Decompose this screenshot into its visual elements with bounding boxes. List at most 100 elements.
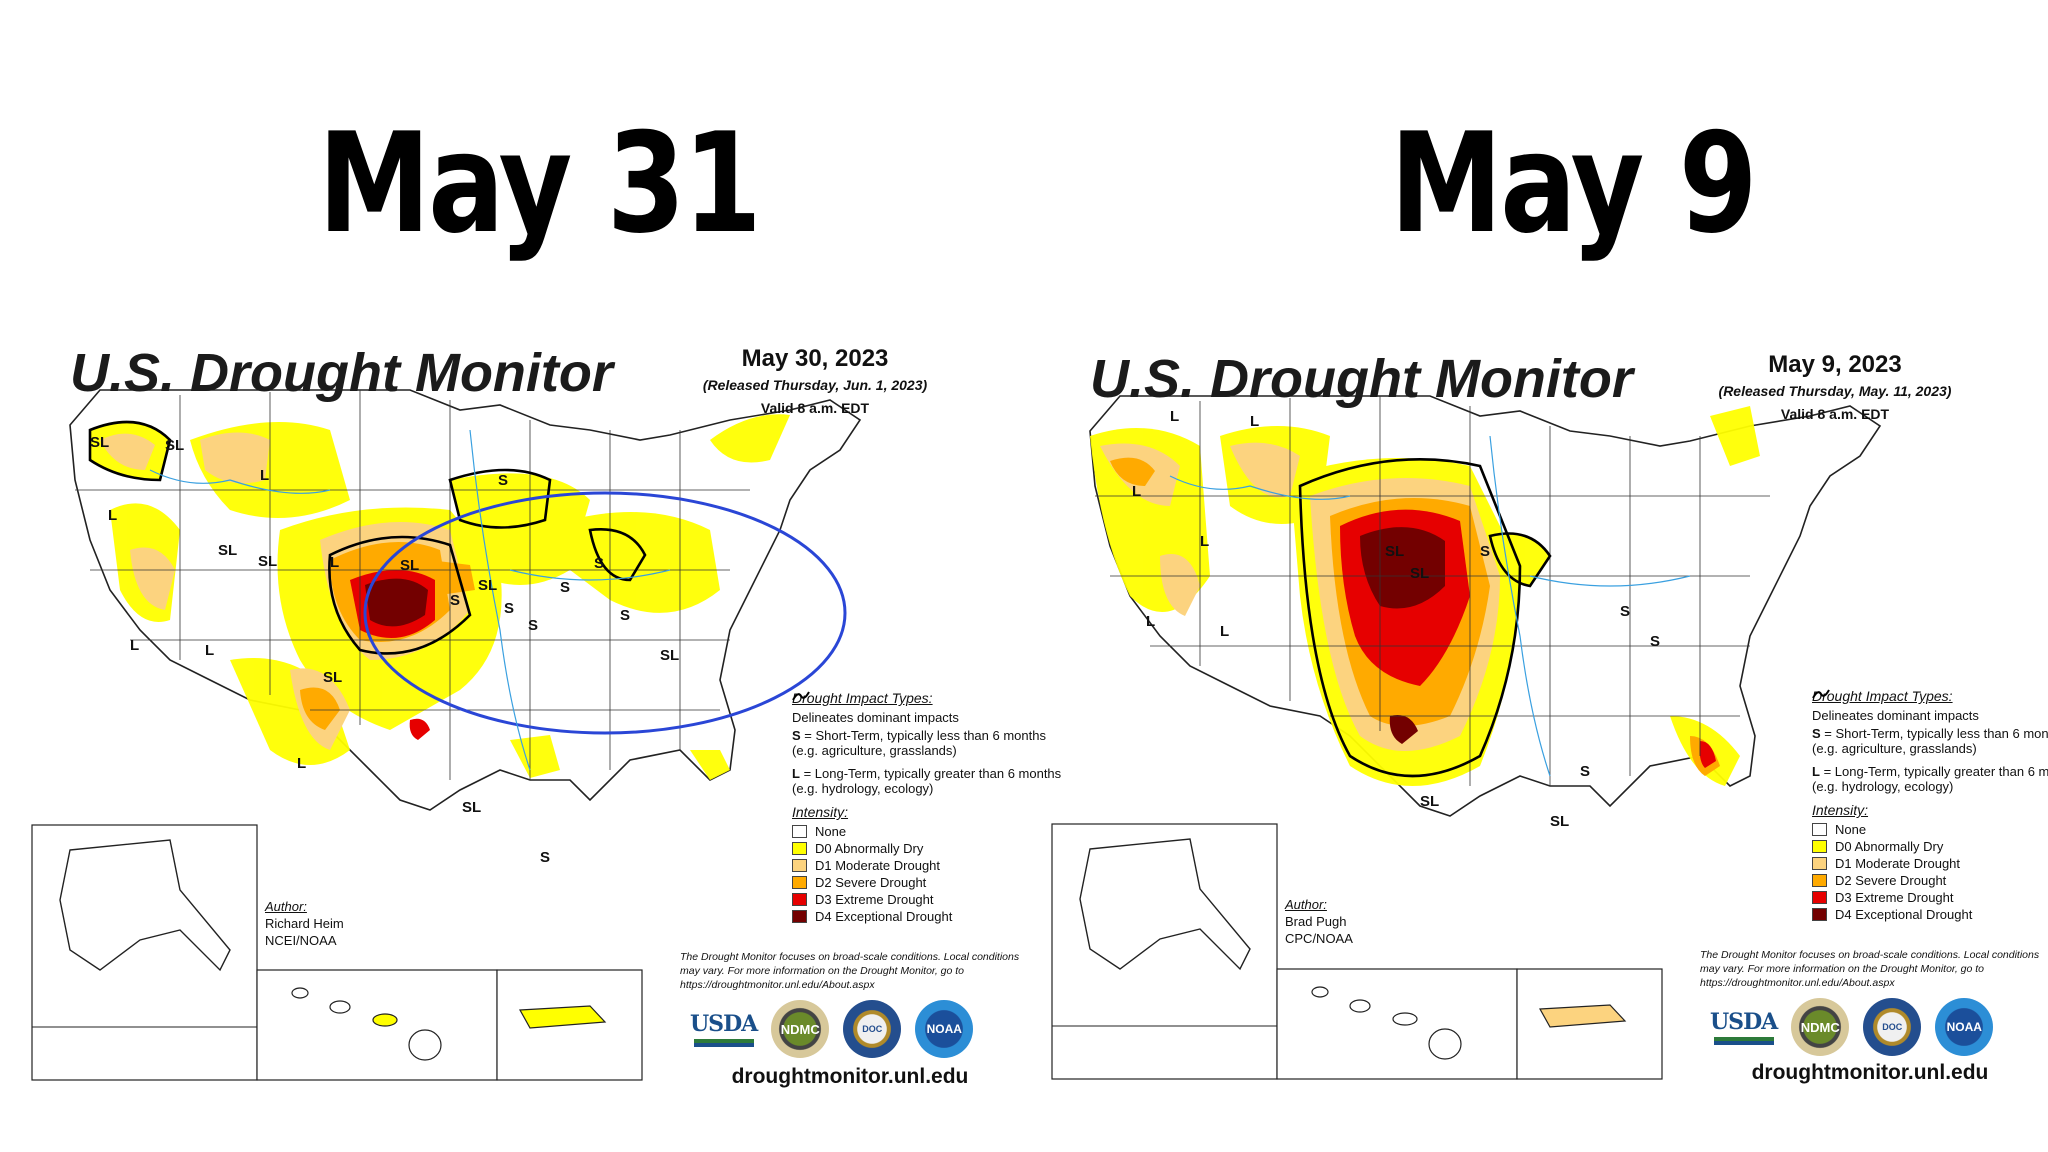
swatch-d4 <box>792 910 807 923</box>
site-url[interactable]: droughtmonitor.unl.edu <box>1751 1061 1989 1084</box>
impact-label: SL <box>400 557 419 574</box>
swatch-d3 <box>792 893 807 906</box>
rivers <box>149 429 671 771</box>
impact-label: SL <box>478 577 497 594</box>
impact-label: S <box>1620 603 1630 620</box>
state-boundaries <box>1095 396 1770 786</box>
impact-label: SL <box>165 437 184 454</box>
swatch-d3 <box>1812 891 1827 904</box>
alaska-shape <box>59 839 231 972</box>
disclaimer: The Drought Monitor focuses on broad-sca… <box>1700 949 2040 989</box>
rivers <box>1169 435 1691 777</box>
map-date: May 9, 2023 <box>1768 351 1902 378</box>
impact-label: SL <box>258 553 277 570</box>
impact-label: L <box>1170 408 1179 425</box>
impact-label: S <box>498 472 508 489</box>
site-url[interactable]: droughtmonitor.unl.edu <box>731 1065 969 1088</box>
drought-map-panel-right: L L L L SL S L L SL S SL SL S S U.S. Drought Monitor … <box>1050 336 2048 1096</box>
l-code: L <box>792 766 800 781</box>
noaa-logo: NOAA <box>1935 998 1994 1056</box>
impact-label: S <box>504 600 514 617</box>
legend-item-none: None <box>792 823 1072 840</box>
intensity-header: Intensity: <box>1812 802 1869 818</box>
impact-label: L <box>1200 533 1209 550</box>
impact-label: SL <box>1420 793 1439 810</box>
s-code: S <box>792 728 801 743</box>
impact-label: SL <box>1385 543 1404 560</box>
release-date: (Released Thursday, Jun. 1, 2023) <box>702 377 928 393</box>
impact-label: S <box>594 555 604 572</box>
usda-logo: USDA <box>1710 1009 1778 1045</box>
swatch-d0 <box>1812 840 1827 853</box>
swatch-d1 <box>1812 857 1827 870</box>
impact-label: S <box>450 592 460 609</box>
impact-line-icon <box>792 691 810 701</box>
author-block: Author: Richard Heim NCEI/NOAA <box>265 898 344 949</box>
l-description: = Long-Term, typically greater than 6 mo… <box>792 766 1062 796</box>
impact-label: L <box>297 755 306 772</box>
s-description: = Short-Term, typically less than 6 mont… <box>1812 726 2048 756</box>
state-boundaries <box>75 390 750 780</box>
legend-item-d4: D4 Exceptional Drought <box>792 908 1072 925</box>
author-block: Author: Brad Pugh CPC/NOAA <box>1285 896 1353 947</box>
legend-item-d2: D2 Severe Drought <box>1812 872 2048 889</box>
impact-label: SL <box>218 542 237 559</box>
l-description: = Long-Term, typically greater than 6 mo… <box>1812 764 2048 794</box>
usda-logo: USDA <box>690 1011 758 1047</box>
impact-label: L <box>1146 613 1155 630</box>
noaa-logo: NOAA <box>915 1000 974 1058</box>
impact-label: L <box>205 642 214 659</box>
map-title: U.S. Drought Monitor <box>70 343 613 403</box>
legend: Drought Impact Types: Delineates dominan… <box>792 690 1072 925</box>
impact-label: L <box>330 554 339 571</box>
impact-label: L <box>130 637 139 654</box>
author-name: Brad Pugh <box>1285 914 1347 929</box>
alaska-shape <box>1079 838 1251 971</box>
impact-label: S <box>540 849 550 866</box>
impact-line-icon <box>1812 689 1830 699</box>
impact-label: S <box>1650 633 1660 650</box>
impact-line-text: Delineates dominant impacts <box>1812 708 1979 723</box>
impact-label: L <box>1250 413 1259 430</box>
legend-item-d2: D2 Severe Drought <box>792 874 1072 891</box>
swatch-d1 <box>792 859 807 872</box>
impact-label: L <box>260 467 269 484</box>
s-description: = Short-Term, typically less than 6 mont… <box>792 728 1046 758</box>
legend-item-d0: D0 Abnormally Dry <box>1812 838 2048 855</box>
ndmc-logo: NDMC <box>771 1000 830 1058</box>
disclaimer: The Drought Monitor focuses on broad-sca… <box>680 951 1020 991</box>
swatch-none <box>1812 823 1827 836</box>
logo-row: USDA NDMC DOC NOAA <box>1710 998 1994 1056</box>
swatch-d2 <box>1812 874 1827 887</box>
author-header: Author: <box>265 899 307 914</box>
legend-item-none: None <box>1812 821 2048 838</box>
ndmc-logo: NDMC <box>1791 998 1850 1056</box>
swatch-d0 <box>792 842 807 855</box>
legend-item-d1: D1 Moderate Drought <box>1812 855 2048 872</box>
impact-header: Drought Impact Types: <box>792 690 933 706</box>
l-code: L <box>1812 764 1820 779</box>
legend-item-d0: D0 Abnormally Dry <box>792 840 1072 857</box>
impact-label: SL <box>90 434 109 451</box>
map-date: May 30, 2023 <box>741 345 889 372</box>
impact-label: S <box>620 607 630 624</box>
doc-logo: DOC <box>1863 998 1922 1056</box>
logo-row: USDA NDMC DOC NOAA <box>690 1000 974 1058</box>
release-date: (Released Thursday, May. 11, 2023) <box>1718 383 1952 399</box>
legend-item-d4: D4 Exceptional Drought <box>1812 906 2048 923</box>
d4-areas <box>365 578 428 627</box>
impact-line-text: Delineates dominant impacts <box>792 710 959 725</box>
author-org: NCEI/NOAA <box>265 933 337 948</box>
impact-label: L <box>108 507 117 524</box>
impact-label: SL <box>1410 565 1429 582</box>
impact-label: SL <box>323 669 342 686</box>
impact-label: L <box>1220 623 1229 640</box>
swatch-d2 <box>792 876 807 889</box>
intensity-header: Intensity: <box>792 804 849 820</box>
impact-outlines <box>1298 458 1552 778</box>
drought-map-panel-left: SL SL L S L SL SL L SL S SL S S L L SL S L SL S SL S S U.S. Dr… <box>30 330 1061 1090</box>
author-org: CPC/NOAA <box>1285 931 1353 946</box>
impact-header: Drought Impact Types: <box>1812 688 1953 704</box>
